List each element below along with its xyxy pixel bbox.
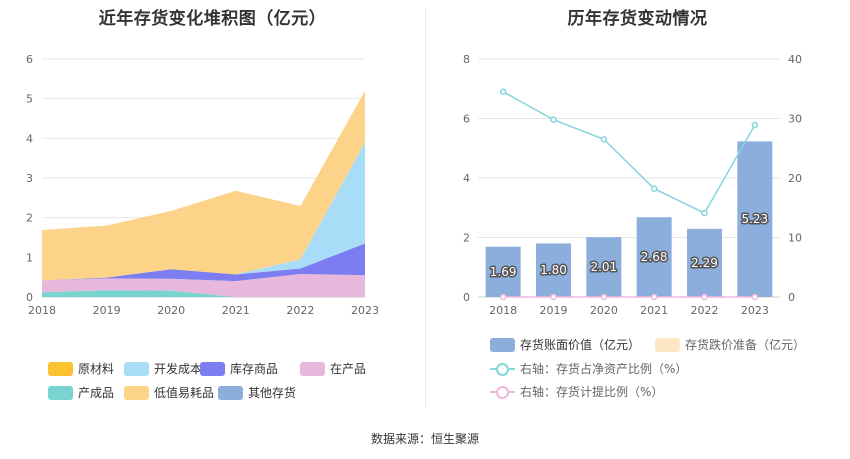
point-net-asset-ratio [650,185,658,192]
y-tick-label: 0 [26,291,33,304]
y-tick-label: 4 [26,132,33,145]
bar-book-value [737,141,773,297]
legend-swatch [218,385,243,400]
y-tick-label: 6 [26,53,33,66]
x-tick-label: 2018 [28,304,56,317]
bar-book-value [536,243,571,297]
legend-swatch [200,361,225,376]
legend-item-其他存货[interactable]: 其他存货 [218,384,296,401]
area-series-产成品 [42,290,365,297]
x-tick-label: 2019 [93,304,121,317]
right-chart-panel: 历年存货变动情况 0 2 4 6 8 0 10 20 30 40 2018 2019 2020 2021 2… [425,0,850,410]
y-tick-label: 2 [26,212,33,225]
legend-label-impairment: 存货跌价准备（亿元） [685,338,806,352]
point-net-asset-ratio [751,121,759,129]
point-net-asset-ratio [600,136,608,143]
legend-swatch-impairment [655,337,680,352]
point-provision-ratio [751,293,759,301]
left-chart-panel: 近年存货变化堆积图（亿元） 0 1 2 3 4 5 6 2018 2019 2020 2021 202… [0,0,425,410]
x-tick-label: 2020 [157,304,185,317]
bar-value-label: 5.23 [741,212,768,226]
bar-value-label: 2.68 [641,250,668,264]
x-tick-label: 2021 [222,304,250,317]
x-tick-label: 2022 [286,304,314,317]
legend-item-net-asset-ratio[interactable]: 右轴：存货占净资产比例（%） [490,360,687,377]
bar-value-label: 1.69 [490,265,517,279]
legend-label: 其他存货 [248,386,297,400]
legend-label: 在产品 [330,362,367,376]
legend-swatch [48,361,73,376]
point-provision-ratio [650,293,658,301]
x-tick-label: 2021 [640,304,668,317]
bar-book-value [636,217,672,297]
y-tick-label: 0 [463,291,470,304]
area-series-库存商品 [42,243,365,282]
legend-swatch [124,361,149,376]
legend-label-net-asset-ratio: 右轴：存货占净资产比例（%） [520,362,688,376]
legend-label-provision-ratio: 右轴：存货计提比例（%） [520,385,664,399]
area-series-在产品 [42,273,365,297]
point-net-asset-ratio [550,116,557,123]
bar-book-value [485,246,521,297]
bar-value-label: 2.29 [691,256,718,270]
legend-item-原材料[interactable]: 原材料 [48,360,114,377]
legend-swatch [300,361,325,376]
y2-tick-label: 30 [788,113,802,126]
y2-tick-label: 40 [788,53,802,66]
legend-item-provision-ratio[interactable]: 右轴：存货计提比例（%） [490,383,663,400]
x-tick-label: 2023 [741,304,769,317]
line-net-asset-ratio [502,91,756,215]
y-tick-label: 6 [463,113,470,126]
stacked-area-chart: 0 1 2 3 4 5 6 2018 2019 2020 2021 2022 2023 [26,53,379,317]
bar-value-label: 2.01 [590,260,617,274]
legend-line-marker-pink [490,385,515,399]
y-tick-label: 8 [463,53,470,66]
legend-item-产成品[interactable]: 产成品 [48,384,114,401]
left-chart-title: 近年存货变化堆积图（亿元） [98,9,327,29]
legend-label: 低值易耗品 [154,386,215,400]
y-tick-label: 3 [26,172,33,185]
y2-tick-label: 20 [788,172,802,185]
data-source-note: 数据来源：恒生聚源 [370,432,479,446]
legend-line-marker-cyan [490,362,515,376]
bar-book-value [586,237,622,297]
y-tick-label: 1 [26,251,33,264]
bar-book-value [687,228,722,297]
point-provision-ratio [701,293,708,301]
legend-label: 库存商品 [230,362,279,376]
legend-item-book-value[interactable]: 存货账面价值（亿元） [490,336,640,353]
point-net-asset-ratio [499,88,507,95]
legend-swatch [48,385,73,400]
y-tick-label: 4 [463,172,470,185]
x-tick-label: 2020 [590,304,618,317]
area-series-低值易耗品 [42,90,365,281]
legend-item-低值易耗品[interactable]: 低值易耗品 [124,384,214,401]
right-chart-title: 历年存货变动情况 [567,9,708,29]
x-tick-label: 2022 [691,304,719,317]
legend-item-开发成本[interactable]: 开发成本 [124,360,202,377]
panel-divider [425,8,426,408]
legend-label: 开发成本 [154,362,203,376]
inventory-bar-line-chart: 0 2 4 6 8 0 10 20 30 40 2018 2019 2020 2021 2022 2023 1.… [463,53,802,317]
legend-label: 原材料 [78,362,115,376]
bar-value-label: 1.80 [540,263,567,277]
y-tick-label: 5 [26,93,33,106]
x-tick-label: 2023 [351,304,379,317]
point-provision-ratio [600,293,608,301]
legend-swatch-book-value [490,337,515,352]
legend-item-impairment[interactable]: 存货跌价准备（亿元） [655,336,805,353]
point-provision-ratio [550,293,557,301]
x-tick-label: 2019 [540,304,568,317]
x-tick-label: 2018 [489,304,517,317]
legend-item-库存商品[interactable]: 库存商品 [200,360,278,377]
legend-label-book-value: 存货账面价值（亿元） [520,338,641,352]
legend-swatch [124,385,149,400]
point-provision-ratio [499,293,507,301]
legend-item-在产品[interactable]: 在产品 [300,360,366,377]
legend-label: 产成品 [78,386,115,400]
y2-tick-label: 0 [788,291,795,304]
y-tick-label: 2 [463,232,470,245]
y2-tick-label: 10 [788,232,802,245]
point-net-asset-ratio [701,209,708,217]
